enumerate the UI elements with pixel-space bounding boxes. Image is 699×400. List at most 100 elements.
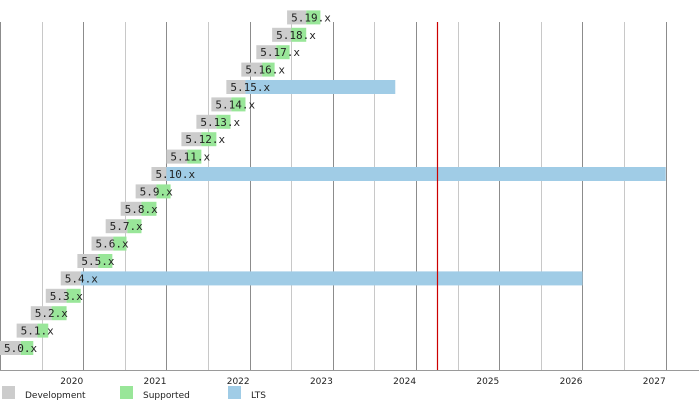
supported-bar <box>156 184 171 199</box>
x-tick-label: 2027 <box>643 377 666 387</box>
supported-bar <box>187 149 202 164</box>
development-bar <box>241 62 263 77</box>
x-axis: 2020 2021 2022 2023 2024 2025 2026 2027 <box>0 370 699 387</box>
release-row: 5.1.x <box>16 323 54 338</box>
release-row: 5.10.x <box>151 167 666 181</box>
x-tick-label: 2020 <box>60 377 83 387</box>
release-row: 5.2.x <box>30 306 68 321</box>
development-bar <box>45 288 67 303</box>
release-row: 5.11.x <box>166 149 211 164</box>
release-row: 5.8.x <box>120 201 158 216</box>
development-bar <box>196 114 217 129</box>
supported-bar <box>113 236 127 251</box>
release-label: 5.4.x <box>65 272 98 285</box>
development-bar <box>211 97 232 112</box>
release-row: 5.4.x <box>60 271 583 286</box>
release-label: 5.17.x <box>260 46 300 59</box>
development-bar <box>166 149 188 164</box>
release-label: 5.8.x <box>125 203 158 216</box>
release-row: 5.16.x <box>241 62 285 77</box>
development-bar <box>60 271 81 286</box>
release-label: 5.13.x <box>200 116 240 129</box>
development-bar <box>226 80 246 94</box>
supported-bar <box>51 306 67 321</box>
development-bar <box>135 184 157 199</box>
bars-layer: 5.0.x 5.1.x 5.2.x 5.3.x 5.4.x 5.5.x 5.6.x 5.7.x… <box>0 10 666 355</box>
development-bar <box>181 132 202 147</box>
supported-bar <box>66 288 81 303</box>
lts-bar <box>245 80 396 94</box>
release-label: 5.10.x <box>155 168 195 181</box>
lts-bar <box>166 167 666 181</box>
development-bar <box>120 201 142 216</box>
development-bar <box>105 219 128 234</box>
supported-bar <box>37 323 49 338</box>
release-row: 5.15.x <box>226 80 396 94</box>
legend-label: Supported <box>143 391 190 400</box>
release-label: 5.6.x <box>96 238 129 251</box>
legend-item: Development <box>2 386 86 400</box>
release-label: 5.11.x <box>170 151 210 164</box>
legend-item: LTS <box>228 386 266 400</box>
supported-bar <box>291 27 307 42</box>
release-label: 5.0.x <box>4 342 37 355</box>
release-label: 5.1.x <box>21 325 54 338</box>
x-tick-label: 2023 <box>310 377 333 387</box>
release-row: 5.3.x <box>45 288 83 303</box>
x-tick-label: 2026 <box>560 377 583 387</box>
release-label: 5.16.x <box>245 64 285 77</box>
lts-bar <box>80 271 583 286</box>
supported-bar <box>98 254 113 268</box>
development-bar <box>30 306 52 321</box>
supported-bar <box>127 219 142 234</box>
legend-swatch <box>120 386 133 399</box>
release-row: 5.5.x <box>77 254 115 268</box>
release-label: 5.7.x <box>110 220 143 233</box>
release-row: 5.19.x <box>287 10 331 25</box>
release-label: 5.14.x <box>215 98 255 111</box>
supported-bar <box>262 62 275 77</box>
release-label: 5.5.x <box>81 255 114 268</box>
x-tick-label: 2021 <box>144 377 167 387</box>
release-row: 5.17.x <box>256 45 300 60</box>
x-tick-label: 2025 <box>476 377 499 387</box>
release-row: 5.14.x <box>211 97 255 112</box>
development-bar <box>0 341 21 355</box>
development-bar <box>16 323 38 338</box>
x-tick-label: 2022 <box>227 377 250 387</box>
legend-swatch <box>228 386 241 399</box>
legend-swatch <box>2 386 15 399</box>
release-row: 5.12.x <box>181 132 226 147</box>
development-bar <box>272 27 292 42</box>
supported-bar <box>141 201 157 216</box>
supported-bar <box>20 341 34 355</box>
legend-item: Supported <box>120 386 190 400</box>
supported-bar <box>201 132 217 147</box>
x-tick-label: 2024 <box>393 377 416 387</box>
release-label: 5.9.x <box>140 185 173 198</box>
supported-bar <box>306 10 321 25</box>
development-bar <box>91 236 114 251</box>
release-row: 5.18.x <box>272 27 316 42</box>
legend-label: Development <box>25 391 86 400</box>
release-label: 5.3.x <box>50 290 83 303</box>
release-label: 5.2.x <box>35 307 68 320</box>
supported-bar <box>216 114 231 129</box>
legend: Development Supported LTS <box>2 386 266 400</box>
release-label: 5.19.x <box>291 11 331 24</box>
legend-label: LTS <box>251 391 266 400</box>
release-row: 5.7.x <box>105 219 143 234</box>
development-bar <box>151 167 167 181</box>
release-row: 5.0.x <box>0 341 37 355</box>
development-bar <box>256 45 277 60</box>
grid-layer <box>0 22 667 370</box>
release-label: 5.15.x <box>230 81 270 94</box>
release-row: 5.6.x <box>91 236 129 251</box>
release-row: 5.13.x <box>196 114 240 129</box>
development-bar <box>287 10 307 25</box>
release-label: 5.12.x <box>185 133 225 146</box>
supported-bar <box>231 97 246 112</box>
release-label: 5.18.x <box>276 29 316 42</box>
